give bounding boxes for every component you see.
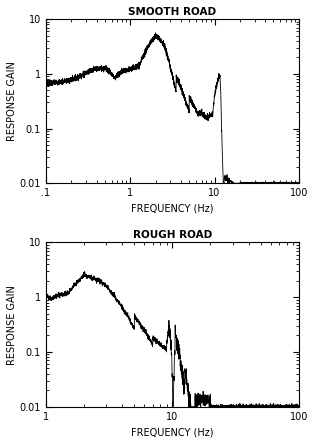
- Y-axis label: RESPONSE GAIN: RESPONSE GAIN: [7, 285, 17, 365]
- Title: SMOOTH ROAD: SMOOTH ROAD: [128, 7, 216, 17]
- Title: ROUGH ROAD: ROUGH ROAD: [133, 230, 212, 240]
- Y-axis label: RESPONSE GAIN: RESPONSE GAIN: [7, 61, 17, 141]
- X-axis label: FREQUENCY (Hz): FREQUENCY (Hz): [131, 204, 214, 214]
- X-axis label: FREQUENCY (Hz): FREQUENCY (Hz): [131, 427, 214, 437]
